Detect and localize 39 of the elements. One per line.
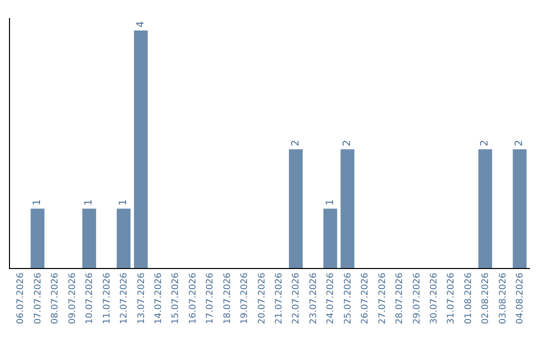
x-tick-label: 15.07.2026 bbox=[171, 272, 182, 324]
x-tick-label: 25.07.2026 bbox=[343, 272, 354, 324]
x-tick-label: 08.07.2026 bbox=[50, 272, 61, 324]
x-tick-label: 20.07.2026 bbox=[257, 272, 268, 324]
x-tick-label: 07.07.2026 bbox=[33, 272, 44, 324]
x-tick-label: 12.07.2026 bbox=[120, 272, 130, 324]
x-tick-label: 28.07.2026 bbox=[395, 272, 406, 324]
x-tick-label: 31.07.2026 bbox=[446, 272, 457, 324]
x-tick-label: 06.07.2026 bbox=[16, 272, 26, 324]
x-tick-label: 30.07.2026 bbox=[430, 272, 440, 324]
x-tick-label: 29.07.2026 bbox=[412, 272, 422, 324]
data-label: 2 bbox=[480, 140, 491, 146]
x-tick-label: 17.07.2026 bbox=[206, 272, 216, 324]
x-tick-label: 27.07.2026 bbox=[378, 272, 388, 324]
x-tick-label: 26.07.2026 bbox=[360, 272, 371, 324]
data-label: 1 bbox=[32, 199, 44, 206]
x-tick-label: 24.07.2026 bbox=[326, 272, 336, 324]
x-tick-label: 02.08.2026 bbox=[481, 272, 492, 324]
x-tick-label: 03.08.2026 bbox=[498, 272, 508, 324]
x-tick-label: 11.07.2026 bbox=[102, 272, 112, 324]
data-label: 1 bbox=[324, 199, 336, 206]
data-label: 1 bbox=[118, 199, 130, 206]
x-tick-label: 01.08.2026 bbox=[464, 272, 474, 324]
x-tick-label: 22.07.2026 bbox=[292, 272, 302, 324]
data-label: 4 bbox=[135, 21, 146, 28]
x-tick-label: 18.07.2026 bbox=[222, 272, 233, 324]
data-label: 1 bbox=[84, 199, 95, 206]
x-tick-label: 14.07.2026 bbox=[154, 272, 164, 324]
x-tick-label: 19.07.2026 bbox=[240, 272, 250, 324]
data-label: 2 bbox=[342, 140, 353, 146]
x-tick-label: 16.07.2026 bbox=[188, 272, 198, 324]
x-tick-label: 10.07.2026 bbox=[85, 272, 96, 324]
x-tick-label: 23.07.2026 bbox=[308, 272, 319, 324]
x-tick-label: 21.07.2026 bbox=[274, 272, 285, 324]
data-label: 2 bbox=[514, 140, 526, 146]
x-tick-label: 13.07.2026 bbox=[136, 272, 147, 324]
x-tick-label: 04.08.2026 bbox=[516, 272, 526, 324]
data-label: 2 bbox=[290, 140, 302, 146]
x-tick-label: 09.07.2026 bbox=[68, 272, 78, 324]
